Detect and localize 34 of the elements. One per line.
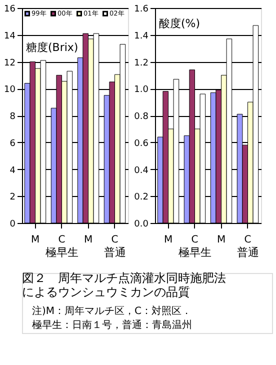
- y-tick-label: 1.6: [134, 4, 149, 14]
- y-tick-label: 14: [4, 31, 16, 42]
- x-tick-label: C: [58, 234, 66, 246]
- y-tick-label: 10: [4, 85, 16, 96]
- x-tick-label: M: [30, 234, 40, 246]
- y-tick-label: 0.6: [134, 138, 149, 149]
- x-tick-label: C: [244, 234, 252, 246]
- y-tick-label: 16: [4, 4, 16, 14]
- x-tick-label: M: [164, 234, 173, 246]
- text: 普通: [236, 246, 259, 259]
- text: 普通: [104, 246, 126, 259]
- y-tick-label: 0.2: [134, 192, 148, 203]
- y-tick-label: 4: [10, 166, 16, 176]
- y-tick-label: 0.0: [134, 220, 149, 230]
- x-tick-label: M: [84, 234, 93, 246]
- text: 糖度(Brix): [26, 41, 78, 54]
- y-tick-label: 6: [10, 138, 16, 149]
- y-tick-label: 0.4: [134, 166, 149, 176]
- y-tick-label: 8: [10, 112, 16, 122]
- y-tick-label: 2: [10, 192, 16, 203]
- text: 注)M：周年マルチ区，C：対照区．極早生：日南１号，普通：青島温州: [32, 305, 192, 331]
- text: 極早生: [45, 246, 78, 259]
- y-tick-label: 1.4: [134, 31, 149, 42]
- text: 酸度(%): [159, 17, 200, 30]
- x-tick-label: M: [216, 234, 226, 246]
- x-tick-label: C: [191, 234, 198, 246]
- x-tick-label: C: [111, 234, 118, 246]
- y-tick-label: 0: [10, 220, 16, 230]
- y-tick-label: 12: [4, 58, 16, 68]
- y-tick-label: 1.0: [134, 85, 149, 96]
- caption: 図２ 周年マルチ点滴灌水同時施肥法によるウンシュウミカンの品質: [22, 271, 226, 299]
- y-tick-label: 0.8: [134, 112, 149, 122]
- y-tick-label: 1.2: [134, 58, 148, 68]
- text: 極早生: [178, 246, 212, 259]
